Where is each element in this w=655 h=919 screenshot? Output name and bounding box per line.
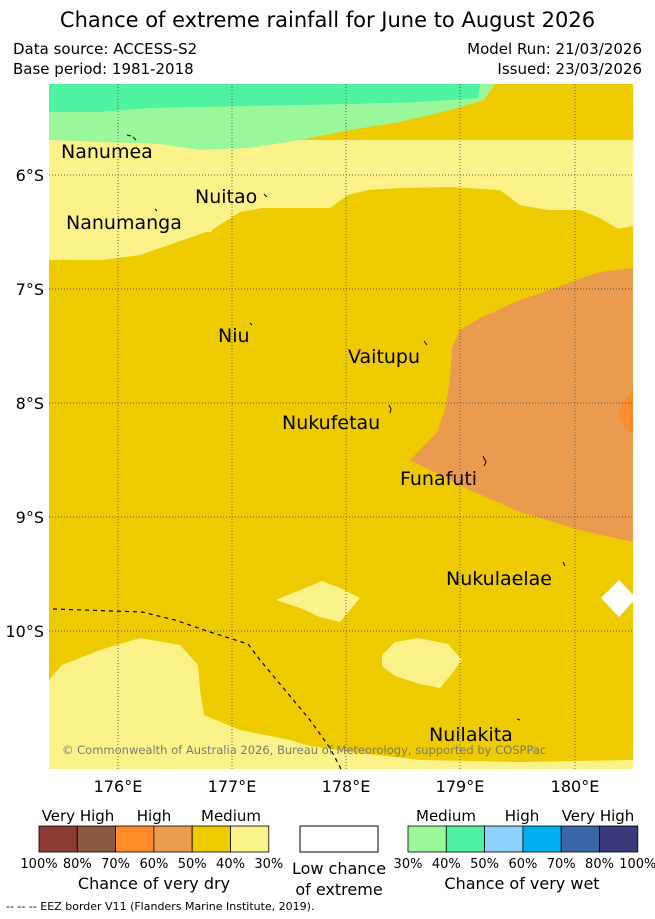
legend-wet-swatch-3 [522, 825, 562, 853]
region-low-dry-top [49, 140, 633, 252]
eez-footnote: -- -- -- EEZ border V11 (Flanders Marine… [6, 900, 315, 913]
lon-label-177e: 177°E [208, 777, 257, 796]
island-nukufetau [388, 404, 392, 414]
legend-dry-tick-6: 30% [254, 857, 283, 872]
legend-dry: Very High High Medium 100% 80% 70% 60% 50% 40… [20, 807, 283, 893]
legend-wet-tick-2: 50% [470, 857, 499, 872]
legend-wet-tick-5: 80% [585, 857, 614, 872]
lat-label-7s: 7°S [16, 280, 44, 299]
legend-wet-tick-6: 100% [619, 857, 655, 872]
label-niu: Niu [218, 325, 250, 347]
lat-label-9s: 9°S [16, 508, 44, 527]
legend-low: Low chance of extreme [292, 825, 386, 899]
legend-dry-tick-1: 80% [63, 857, 92, 872]
legend-dry-ticks: 100% 80% 70% 60% 50% 40% 30% [20, 857, 283, 872]
legend-wet-medium: Medium [416, 807, 476, 825]
legend-wet-swatches [407, 825, 639, 853]
island-niu [249, 322, 253, 326]
legend-wet-swatch-4 [560, 825, 600, 853]
island-vaitupu [423, 340, 428, 346]
map-title: Chance of extreme rainfall for June to A… [59, 8, 596, 32]
legend-wet-very-high: Very High [562, 807, 635, 825]
data-source: Data source: ACCESS-S2 [13, 40, 198, 58]
legend-wet-high: High [505, 807, 539, 825]
region-low-dry-patch-1 [276, 581, 360, 622]
label-nanumanga: Nanumanga [66, 212, 182, 234]
region-low-chance [601, 580, 633, 617]
legend-wet-swatch-2 [484, 825, 524, 853]
legend-wet-tick-1: 40% [432, 857, 461, 872]
region-medium-wet-40 [49, 84, 480, 112]
latitude-labels: 6°S 7°S 8°S 9°S 10°S [5, 166, 44, 641]
label-nuilakita: Nuilakita [429, 724, 513, 746]
island-nuilakita [516, 718, 521, 721]
legend-wet-tick-3: 60% [508, 857, 537, 872]
legend-dry-swatch-0 [38, 825, 78, 853]
model-run: Model Run: 21/03/2026 [467, 40, 642, 58]
legend-wet-swatch-5 [599, 825, 639, 853]
legend-wet-swatch-0 [407, 825, 447, 853]
islands [126, 134, 566, 721]
legend-wet-ticks: 30% 40% 50% 60% 70% 80% 100% [394, 857, 655, 872]
legend-dry-swatch-1 [76, 825, 117, 853]
legend-low-swatch [299, 825, 379, 853]
place-names: Nanumea Nuitao Nanumanga Niu Vaitupu Nuk… [61, 141, 552, 746]
island-nanumea [126, 134, 132, 137]
legend-dry-swatch-3 [153, 825, 193, 853]
lon-label-179e: 179°E [436, 777, 485, 796]
legend-dry-swatch-5 [230, 825, 270, 853]
label-nukulaelae: Nukulaelae [446, 568, 552, 590]
legend-dry-high: High [137, 807, 171, 825]
legend-low-caption-1: Low chance [292, 859, 386, 878]
legend-wet-swatch-1 [445, 825, 485, 853]
label-funafuti: Funafuti [400, 468, 477, 490]
legend-dry-swatch-4 [191, 825, 231, 853]
label-nukufetau: Nukufetau [282, 412, 380, 434]
legend-dry-medium: Medium [201, 807, 261, 825]
region-low-dry-south [49, 638, 633, 769]
legend-wet-tick-4: 70% [547, 857, 576, 872]
island-funafuti [482, 455, 487, 467]
lon-label-180: 180°E [551, 777, 600, 796]
legend-dry-tick-5: 40% [216, 857, 245, 872]
eez-border [52, 608, 342, 770]
legend-wet-tick-0: 30% [394, 857, 423, 872]
base-period: Base period: 1981-2018 [13, 60, 194, 78]
legend-wet: Medium High Very High 30% 40% 50% 60% 70% 80%… [394, 807, 655, 893]
longitude-labels: 176°E 177°E 178°E 179°E 180°E [94, 777, 600, 796]
legend-dry-tick-4: 50% [178, 857, 207, 872]
label-nanumea: Nanumea [61, 141, 153, 163]
legend-dry-swatch-2 [115, 825, 155, 853]
legend-dry-tick-2: 70% [101, 857, 130, 872]
legend-wet-caption: Chance of very wet [444, 874, 599, 893]
island-nuitao [263, 193, 268, 198]
legend-dry-swatches [38, 825, 270, 853]
legend-dry-tick-3: 60% [139, 857, 168, 872]
copyright-text: © Commonwealth of Australia 2026, Bureau… [62, 743, 546, 757]
lat-label-8s: 8°S [16, 394, 44, 413]
issued-date: Issued: 23/03/2026 [497, 60, 642, 78]
region-low-dry-patch-2 [382, 638, 462, 688]
legend-low-caption-2: of extreme [295, 880, 382, 899]
region-medium-dry-edge [49, 226, 633, 330]
lon-label-178e: 178°E [322, 777, 371, 796]
probability-map [49, 84, 633, 769]
lat-label-6s: 6°S [16, 166, 44, 185]
island-nanumea-2 [132, 136, 137, 141]
region-high-dry-60 [618, 390, 633, 435]
legend-dry-very-high: Very High [42, 807, 115, 825]
label-vaitupu: Vaitupu [348, 346, 420, 368]
legend-dry-tick-0: 100% [20, 857, 57, 872]
lat-label-10s: 10°S [5, 622, 44, 641]
graticule [49, 84, 633, 769]
label-nuitao: Nuitao [195, 186, 257, 208]
island-nanumanga [154, 208, 158, 212]
legend-dry-caption: Chance of very dry [78, 874, 230, 893]
island-nukulaelae [562, 561, 566, 567]
region-high-dry [410, 268, 633, 542]
lon-label-176e: 176°E [94, 777, 143, 796]
